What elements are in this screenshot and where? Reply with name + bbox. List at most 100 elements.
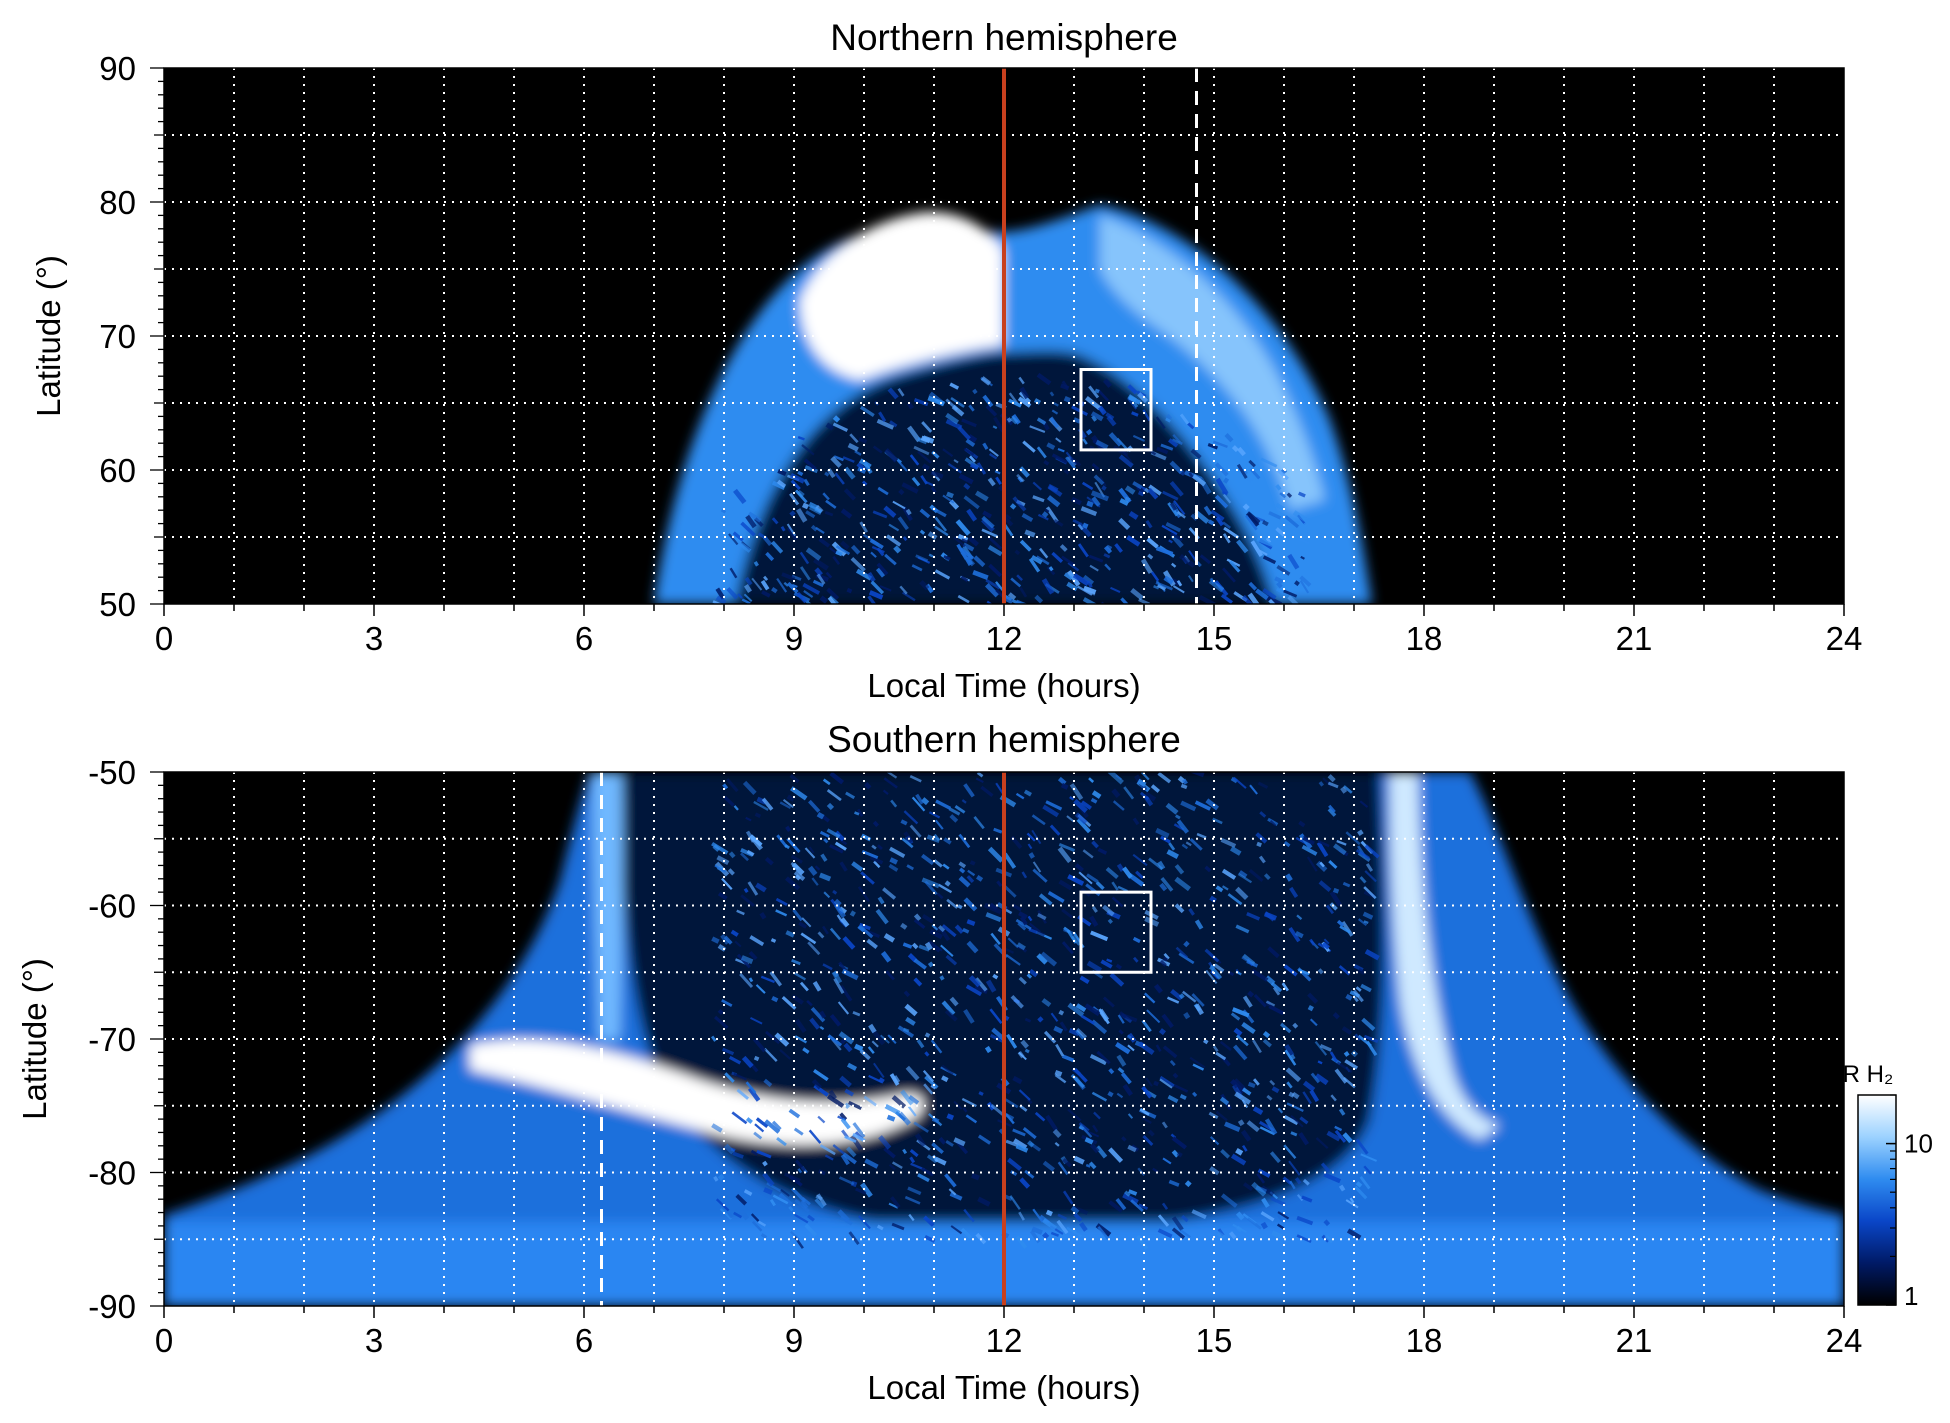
- speckle-mark: [742, 780, 757, 795]
- speckle-mark: [817, 1115, 826, 1124]
- speckle-mark: [761, 797, 774, 811]
- speckle-mark: [1003, 852, 1017, 869]
- speckle-mark: [1041, 578, 1055, 595]
- y-tick-label: -90: [88, 1288, 136, 1325]
- speckle-mark: [1051, 409, 1059, 415]
- speckle-mark: [1238, 870, 1248, 879]
- colorbar-tick-label: 10: [1904, 1129, 1933, 1159]
- speckle-mark: [1036, 953, 1048, 965]
- speckle-mark: [909, 775, 922, 783]
- speckle-mark: [1334, 1068, 1348, 1084]
- speckle-mark: [1236, 463, 1248, 479]
- speckle-mark: [909, 824, 922, 838]
- speckle-mark: [803, 590, 814, 599]
- speckle-mark: [815, 526, 825, 534]
- speckle-mark: [849, 433, 859, 444]
- speckle-mark: [1133, 402, 1139, 408]
- speckle-mark: [966, 875, 975, 884]
- speckle-mark: [855, 568, 873, 581]
- speckle-mark: [1258, 549, 1268, 556]
- speckle-mark: [1061, 1054, 1075, 1063]
- south-x-label: Local Time (hours): [867, 1369, 1140, 1406]
- speckle-mark: [715, 587, 726, 600]
- speckle-mark: [808, 504, 823, 515]
- speckle-mark: [1106, 544, 1113, 551]
- speckle-mark: [951, 404, 965, 417]
- speckle-mark: [1181, 1214, 1189, 1223]
- speckle-mark: [822, 925, 829, 935]
- speckle-mark: [941, 1075, 949, 1083]
- speckle-mark: [816, 1193, 827, 1207]
- speckle-mark: [902, 1027, 910, 1033]
- speckle-mark: [1007, 592, 1017, 601]
- speckle-mark: [1111, 788, 1121, 798]
- speckle-mark: [1194, 510, 1210, 524]
- speckle-mark: [794, 1198, 810, 1213]
- speckle-mark: [1070, 1205, 1080, 1215]
- y-tick-label: 90: [99, 50, 136, 87]
- speckle-mark: [871, 1028, 886, 1046]
- speckle-mark: [1306, 856, 1318, 872]
- speckle-mark: [1098, 1008, 1110, 1025]
- speckle-mark: [988, 453, 998, 460]
- speckle-mark: [1354, 1185, 1368, 1200]
- speckle-mark: [985, 912, 1002, 923]
- speckle-mark: [1300, 555, 1305, 560]
- speckle-mark: [883, 1147, 896, 1159]
- speckle-mark: [1041, 511, 1049, 518]
- speckle-mark: [1117, 1014, 1125, 1024]
- speckle-mark: [772, 1194, 789, 1205]
- speckle-mark: [1058, 1009, 1065, 1016]
- speckle-mark: [1086, 873, 1099, 884]
- speckle-mark: [1057, 776, 1067, 786]
- speckle-mark: [1246, 1217, 1262, 1230]
- speckle-mark: [811, 877, 819, 886]
- speckle-mark: [762, 1172, 775, 1187]
- speckle-mark: [1355, 986, 1362, 992]
- speckle-mark: [965, 984, 983, 997]
- speckle-mark: [1148, 484, 1162, 496]
- speckle-mark: [1027, 843, 1033, 850]
- speckle-mark: [1329, 1051, 1338, 1063]
- speckle-mark: [1054, 1141, 1060, 1147]
- speckle-mark: [922, 1069, 935, 1083]
- speckle-mark: [1037, 913, 1047, 921]
- speckle-mark: [1041, 998, 1052, 1008]
- speckle-mark: [945, 1140, 954, 1147]
- speckle-mark: [1213, 963, 1225, 973]
- speckle-mark: [940, 944, 954, 957]
- speckle-mark: [962, 542, 975, 552]
- speckle-mark: [1265, 1000, 1276, 1007]
- speckle-mark: [1086, 500, 1094, 508]
- speckle-mark: [1032, 495, 1045, 503]
- speckle-mark: [878, 1077, 885, 1084]
- speckle-mark: [793, 971, 807, 981]
- speckle-mark: [927, 961, 934, 968]
- speckle-mark: [838, 1176, 855, 1186]
- speckle-mark: [1362, 911, 1374, 920]
- speckle-mark: [1357, 968, 1366, 975]
- x-tick-label: 0: [155, 1322, 173, 1359]
- speckle-mark: [947, 462, 963, 474]
- speckle-mark: [1157, 1228, 1173, 1239]
- speckle-mark: [1263, 873, 1271, 880]
- speckle-mark: [1215, 1110, 1228, 1122]
- speckle-mark: [751, 577, 763, 591]
- speckle-mark: [834, 841, 847, 851]
- speckle-mark: [1364, 949, 1380, 961]
- speckle-mark: [845, 791, 856, 800]
- speckle-mark: [1256, 1172, 1266, 1184]
- speckle-mark: [1162, 490, 1179, 501]
- speckle-mark: [751, 1220, 763, 1232]
- south-dawn-column: [592, 772, 623, 1040]
- speckle-mark: [919, 579, 930, 591]
- speckle-mark: [1327, 774, 1336, 783]
- speckle-mark: [840, 917, 850, 928]
- speckle-mark: [1344, 1059, 1359, 1070]
- speckle-mark: [1155, 1044, 1162, 1052]
- speckle-mark: [1332, 887, 1340, 894]
- speckle-mark: [909, 454, 920, 466]
- speckle-mark: [1053, 519, 1064, 527]
- speckle-mark: [1008, 392, 1019, 405]
- speckle-mark: [1235, 886, 1249, 900]
